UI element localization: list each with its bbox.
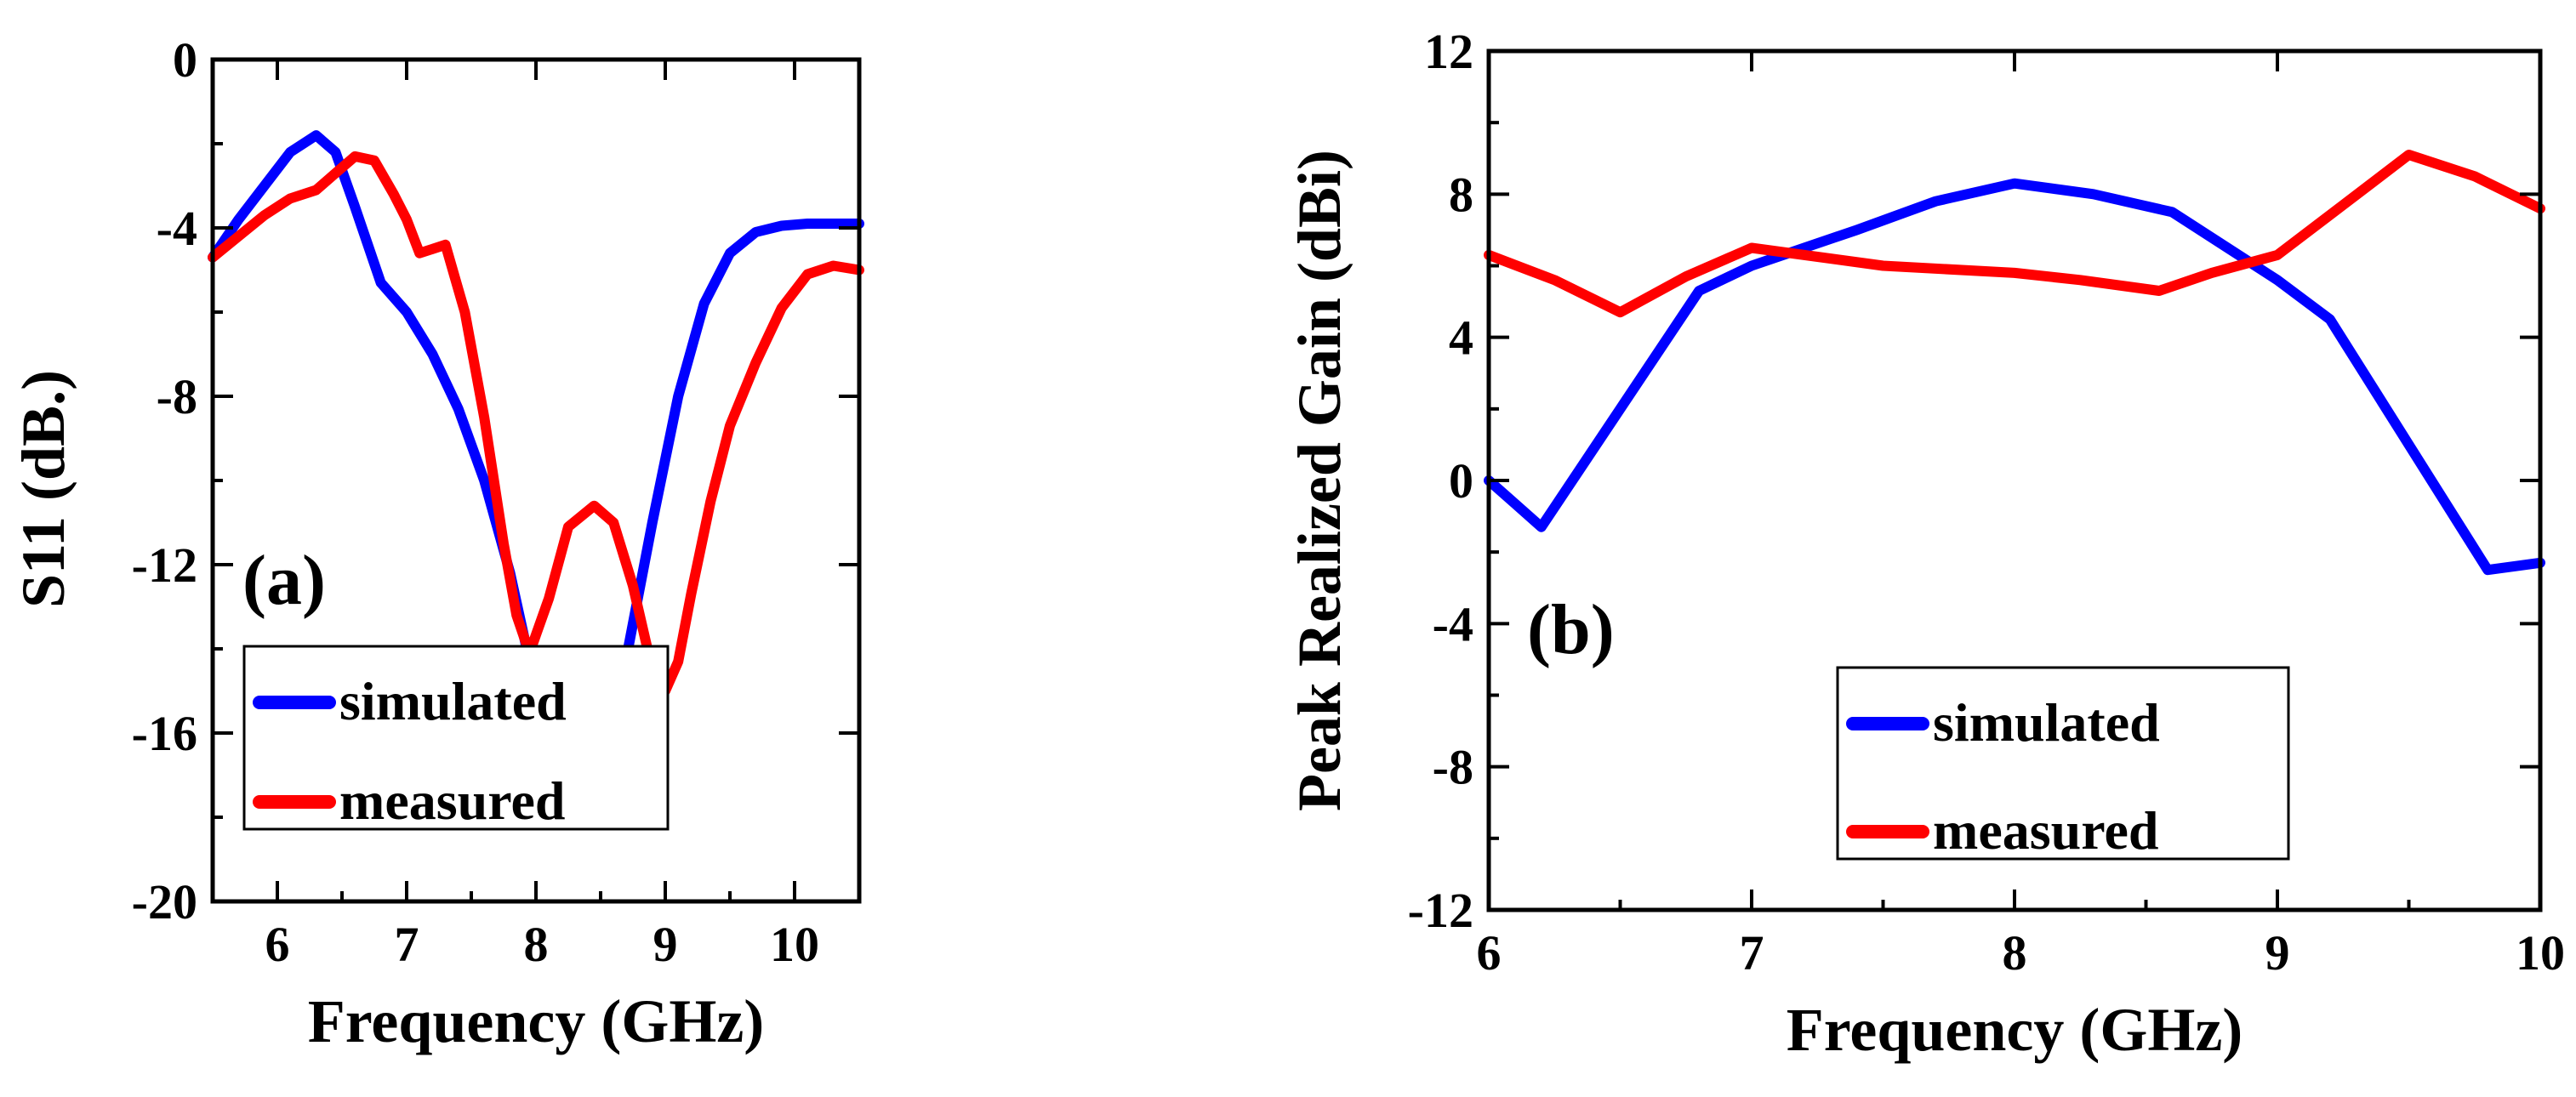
y-tick-label-b: 0 [1449, 453, 1473, 509]
x-axis-title-a: Frequency (GHz) [308, 987, 765, 1055]
y-tick-label-b: 4 [1449, 310, 1473, 366]
y-tick-label-b: -8 [1433, 740, 1473, 795]
panel-label-b: (b) [1527, 590, 1615, 669]
chart-a: 6 7 8 9 10 0 -4 -8 -12 -16 -20 Frequency (GHz) S11 (… [9, 32, 864, 1055]
x-tick-label-a: 6 [265, 917, 290, 972]
y-tick-label-a: 0 [173, 32, 197, 88]
series-line-measured-a [208, 151, 864, 696]
x-tick-label-a: 10 [770, 917, 819, 972]
x-tick-label-b: 8 [2003, 925, 2027, 980]
x-tick-label-a: 8 [524, 917, 549, 972]
y-tick-label-b: 8 [1449, 167, 1473, 222]
legend-label-simulated-a: simulated [339, 671, 567, 731]
panel-label-a: (a) [242, 541, 326, 620]
y-axis-title-b: Peak Realized Gain (dBi) [1285, 150, 1354, 811]
legend-label-simulated-b: simulated [1933, 692, 2160, 753]
x-tick-label-b: 7 [1740, 925, 1764, 980]
x-tick-label-b: 10 [2516, 925, 2565, 980]
y-tick-label-b: -12 [1408, 883, 1473, 938]
series-line-measured-b [1484, 150, 2545, 318]
x-tick-label-a: 7 [395, 917, 419, 972]
y-axis-title-a: S11 (dB.) [9, 370, 77, 608]
y-tick-label-b: -4 [1433, 596, 1473, 651]
y-tick-label-a: -16 [132, 706, 197, 761]
y-tick-label-a: -12 [132, 537, 197, 593]
legend-label-measured-a: measured [339, 770, 565, 831]
y-tick-label-a: -8 [157, 369, 197, 424]
x-axis-title-b: Frequency (GHz) [1787, 996, 2243, 1064]
chart-b: 6 7 8 9 10 12 8 4 0 -4 -8 -12 Frequency (GHz) Peak Re… [1285, 24, 2565, 1064]
x-tick-label-b: 9 [2265, 925, 2290, 980]
y-tick-label-b: 12 [1424, 24, 1473, 79]
x-tick-label-a: 9 [653, 917, 678, 972]
y-tick-label-a: -20 [132, 874, 197, 929]
x-tick-label-b: 6 [1477, 925, 1502, 980]
legend-label-measured-b: measured [1933, 800, 2158, 861]
y-tick-label-a: -4 [157, 201, 197, 256]
series-line-simulated-b [1484, 178, 2545, 576]
